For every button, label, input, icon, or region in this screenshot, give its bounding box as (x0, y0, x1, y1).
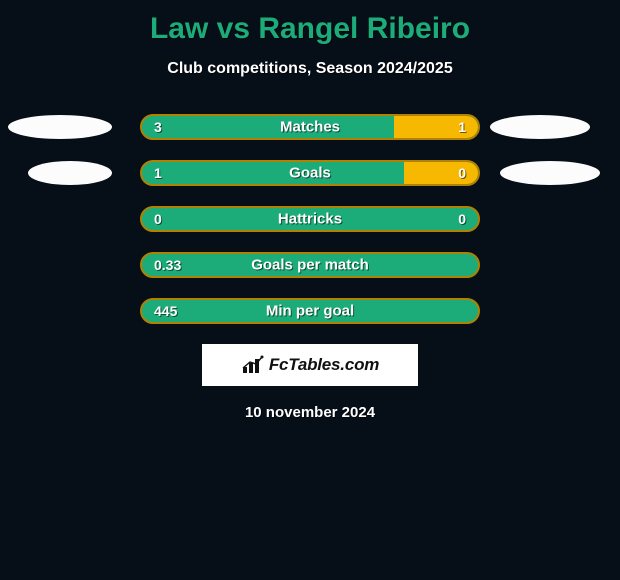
player-left-marker (28, 161, 112, 185)
stat-value-left: 0.33 (154, 257, 181, 273)
stat-row: 445Min per goal (0, 298, 620, 324)
stat-row: 0.33Goals per match (0, 252, 620, 278)
stat-bar: 0Hattricks0 (140, 206, 480, 232)
stat-label: Goals per match (142, 257, 478, 274)
stat-bar-right-fill (394, 116, 478, 138)
subtitle: Club competitions, Season 2024/2025 (0, 60, 620, 78)
bar-chart-icon (241, 355, 265, 375)
stat-row: 0Hattricks0 (0, 206, 620, 232)
stat-bar: 1Goals0 (140, 160, 480, 186)
stat-bar: 0.33Goals per match (140, 252, 480, 278)
stat-value-right: 0 (458, 211, 466, 227)
stat-value-left: 1 (154, 165, 162, 181)
player-right-marker (500, 161, 600, 185)
stat-bar: 3Matches1 (140, 114, 480, 140)
stat-row: 3Matches1 (0, 114, 620, 140)
stat-bar-right-fill (404, 162, 478, 184)
comparison-chart: 3Matches1 1Goals0 0Hattricks0 0.33Goals per… (0, 114, 620, 324)
stat-value-left: 3 (154, 119, 162, 135)
stat-value-left: 0 (154, 211, 162, 227)
stat-row: 1Goals0 (0, 160, 620, 186)
player-left-marker (8, 115, 112, 139)
stat-bar: 445Min per goal (140, 298, 480, 324)
stat-value-left: 445 (154, 303, 177, 319)
stat-label: Hattricks (142, 211, 478, 228)
date-caption: 10 november 2024 (0, 404, 620, 421)
player-right-marker (490, 115, 590, 139)
stat-label: Min per goal (142, 303, 478, 320)
logo-box: FcTables.com (202, 344, 418, 386)
page-title: Law vs Rangel Ribeiro (0, 0, 620, 46)
logo-text: FcTables.com (269, 355, 379, 375)
